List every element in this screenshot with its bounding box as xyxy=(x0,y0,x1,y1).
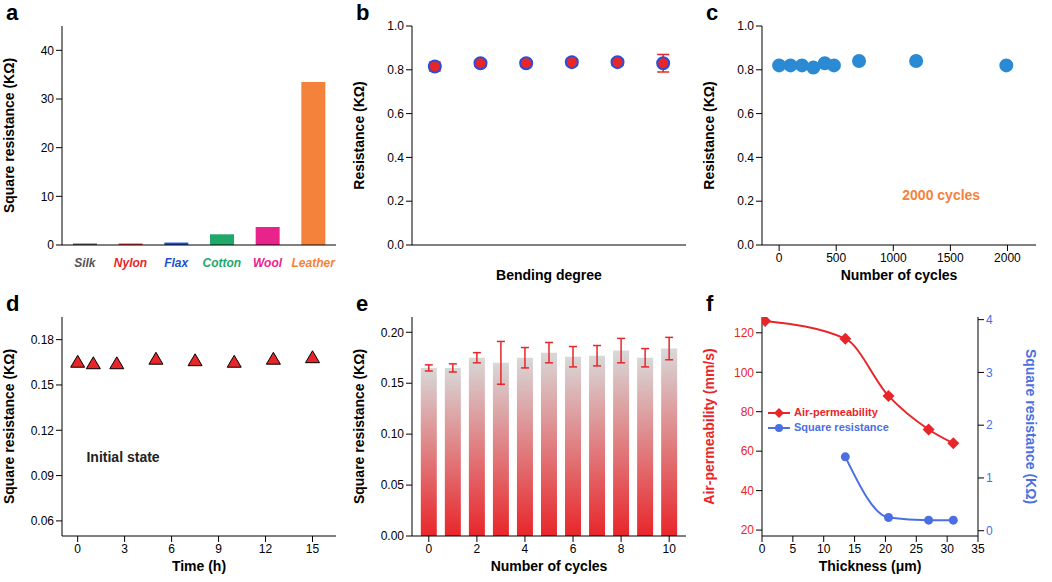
svg-text:2: 2 xyxy=(986,418,993,432)
svg-text:Wool: Wool xyxy=(253,256,283,270)
svg-text:80: 80 xyxy=(741,405,755,419)
svg-text:0.05: 0.05 xyxy=(381,478,405,492)
svg-text:Number of cycles: Number of cycles xyxy=(841,267,958,283)
svg-text:0.20: 0.20 xyxy=(381,326,405,340)
svg-text:1000: 1000 xyxy=(880,251,907,265)
svg-text:40: 40 xyxy=(741,484,755,498)
svg-text:20: 20 xyxy=(879,542,893,556)
svg-text:0.12: 0.12 xyxy=(31,424,55,438)
svg-text:100: 100 xyxy=(734,366,754,380)
svg-text:9: 9 xyxy=(215,542,222,556)
svg-text:Initial state: Initial state xyxy=(86,449,159,465)
html-text:a: a xyxy=(6,0,19,25)
svg-text:Resistance (KΩ): Resistance (KΩ) xyxy=(702,81,717,189)
svg-text:1500: 1500 xyxy=(937,251,964,265)
svg-text:0: 0 xyxy=(425,542,432,556)
html-text:e: e xyxy=(356,291,369,316)
svg-text:3: 3 xyxy=(121,542,128,556)
svg-text:4: 4 xyxy=(986,313,993,327)
svg-text:0.09: 0.09 xyxy=(31,469,55,483)
svg-text:0.2: 0.2 xyxy=(737,194,754,208)
html-text:d: d xyxy=(6,291,20,316)
svg-text:0.18: 0.18 xyxy=(31,333,55,347)
svg-text:Resistance (KΩ): Resistance (KΩ) xyxy=(352,81,367,189)
svg-text:60: 60 xyxy=(741,444,755,458)
svg-text:0.10: 0.10 xyxy=(381,427,405,441)
svg-text:35: 35 xyxy=(971,542,985,556)
svg-text:Square resistance (KΩ): Square resistance (KΩ) xyxy=(1023,349,1039,504)
svg-text:120: 120 xyxy=(734,326,754,340)
svg-text:1.0: 1.0 xyxy=(387,19,404,33)
svg-text:0.00: 0.00 xyxy=(381,529,405,543)
svg-text:0: 0 xyxy=(47,238,54,252)
svg-text:0.8: 0.8 xyxy=(387,63,404,77)
svg-text:0: 0 xyxy=(776,251,783,265)
svg-text:Thickness (μm): Thickness (μm) xyxy=(819,558,922,574)
svg-text:15: 15 xyxy=(848,542,862,556)
svg-text:0.8: 0.8 xyxy=(737,63,754,77)
svg-text:40: 40 xyxy=(41,44,55,58)
svg-text:1: 1 xyxy=(986,471,993,485)
svg-text:0.4: 0.4 xyxy=(387,151,404,165)
svg-text:0.0: 0.0 xyxy=(387,238,404,252)
svg-text:Silk: Silk xyxy=(74,256,97,270)
svg-text:6: 6 xyxy=(570,542,577,556)
svg-text:Square resistance (KΩ): Square resistance (KΩ) xyxy=(352,349,367,504)
svg-text:Time (h): Time (h) xyxy=(172,558,226,574)
svg-text:0.6: 0.6 xyxy=(737,107,754,121)
svg-text:0.4: 0.4 xyxy=(737,151,754,165)
svg-text:1.0: 1.0 xyxy=(737,19,754,33)
svg-text:5: 5 xyxy=(790,542,797,556)
svg-text:30: 30 xyxy=(940,542,954,556)
svg-text:500: 500 xyxy=(826,251,846,265)
svg-text:25: 25 xyxy=(910,542,924,556)
svg-text:2000 cycles: 2000 cycles xyxy=(902,187,980,203)
svg-text:4: 4 xyxy=(522,542,529,556)
html-text:Square resistance: Square resistance xyxy=(794,421,889,433)
svg-text:Number of cycles: Number of cycles xyxy=(491,558,608,574)
svg-text:0.15: 0.15 xyxy=(381,376,405,390)
svg-text:0: 0 xyxy=(74,542,81,556)
svg-text:8: 8 xyxy=(618,542,625,556)
svg-text:10: 10 xyxy=(817,542,831,556)
html-text:f: f xyxy=(706,291,714,316)
svg-text:2: 2 xyxy=(474,542,481,556)
svg-text:6: 6 xyxy=(168,542,175,556)
svg-text:0.6: 0.6 xyxy=(387,107,404,121)
svg-text:0.15: 0.15 xyxy=(31,378,55,392)
html-text:c: c xyxy=(706,0,719,25)
svg-text:Cotton: Cotton xyxy=(203,256,242,270)
svg-text:3: 3 xyxy=(986,366,993,380)
svg-text:Leather: Leather xyxy=(291,256,336,270)
svg-text:15: 15 xyxy=(306,542,320,556)
svg-text:0.06: 0.06 xyxy=(31,514,55,528)
svg-text:Nylon: Nylon xyxy=(114,256,147,270)
svg-text:0: 0 xyxy=(986,524,993,538)
svg-text:20: 20 xyxy=(741,523,755,537)
html-text:Air-permeability: Air-permeability xyxy=(794,406,878,418)
svg-text:0: 0 xyxy=(759,542,766,556)
svg-text:0.2: 0.2 xyxy=(387,194,404,208)
svg-text:0.0: 0.0 xyxy=(737,238,754,252)
svg-text:Square resistance (KΩ): Square resistance (KΩ) xyxy=(2,58,17,213)
svg-text:30: 30 xyxy=(41,92,55,106)
svg-text:10: 10 xyxy=(662,542,676,556)
svg-text:Air-permeability (mm/s): Air-permeability (mm/s) xyxy=(702,348,717,504)
svg-text:Square resistance (KΩ): Square resistance (KΩ) xyxy=(2,349,17,504)
svg-text:Flax: Flax xyxy=(164,256,189,270)
svg-text:12: 12 xyxy=(259,542,273,556)
svg-text:2000: 2000 xyxy=(994,251,1021,265)
svg-text:20: 20 xyxy=(41,141,55,155)
svg-text:Bending degree: Bending degree xyxy=(496,267,602,283)
html-text:b: b xyxy=(356,0,370,25)
svg-text:10: 10 xyxy=(41,190,55,204)
